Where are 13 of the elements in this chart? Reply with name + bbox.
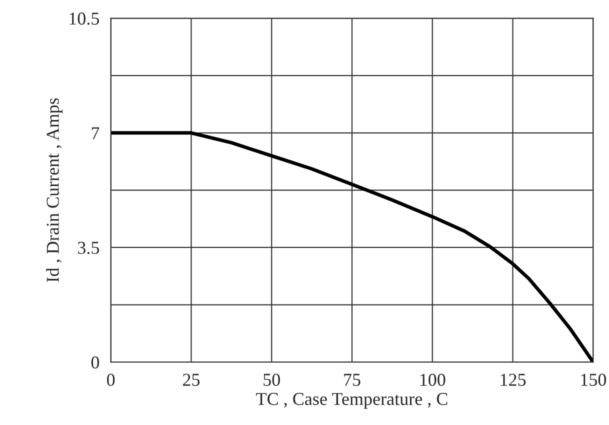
x-tick-label: 0 bbox=[107, 374, 115, 386]
x-tick-label: 100 bbox=[420, 374, 446, 386]
y-tick-label: 3.5 bbox=[78, 242, 100, 254]
x-tick-label: 25 bbox=[182, 374, 200, 386]
y-axis-title: Id , Drain Current , Amps bbox=[46, 98, 63, 282]
y-tick-label: 10.5 bbox=[70, 12, 100, 25]
y-tick-label: 7 bbox=[92, 127, 100, 140]
y-tick-label: 0 bbox=[91, 356, 100, 369]
x-tick-label: 150 bbox=[581, 374, 606, 386]
x-axis-title: TC , Case Temperature , C bbox=[256, 392, 448, 409]
x-tick-label: 75 bbox=[344, 374, 360, 386]
x-tick-label: 125 bbox=[500, 374, 526, 386]
x-tick-label: 50 bbox=[264, 374, 280, 386]
